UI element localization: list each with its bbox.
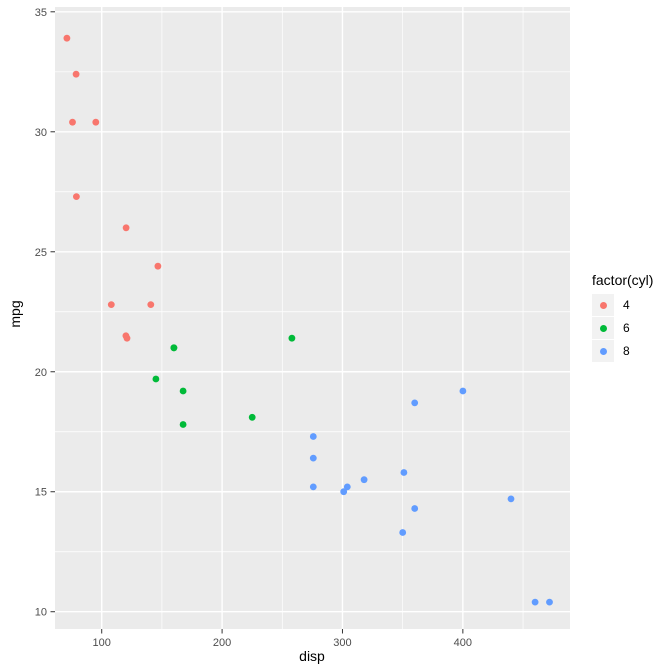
legend-dot-blue [599,347,607,355]
data-point-cyl-4 [92,118,100,126]
y-tick-label: 10 [35,607,47,619]
y-tick-label: 20 [35,367,47,379]
legend: factor(cyl) 4 6 8 [592,272,653,363]
data-point-cyl-4 [147,301,155,308]
data-point-cyl-8 [546,598,553,606]
x-axis-title: disp [299,648,325,664]
x-tick-label: 200 [213,637,231,649]
x-tick-label: 400 [454,637,472,649]
data-point-cyl-8 [507,495,515,503]
y-axis-title: mpg [7,300,23,328]
legend-key [592,317,614,339]
data-point-cyl-4 [72,70,80,78]
data-point-cyl-8 [360,476,368,484]
x-tick-label: 100 [93,637,111,649]
legend-title: factor(cyl) [592,272,654,288]
data-point-cyl-8 [340,488,348,496]
data-point-cyl-6 [170,344,178,352]
data-point-cyl-8 [459,387,467,395]
data-point-cyl-8 [411,399,419,407]
y-tick-label: 35 [35,7,47,19]
data-point-cyl-4 [73,193,80,201]
data-point-cyl-8 [309,483,317,491]
panel-background [55,7,570,629]
data-point-cyl-4 [122,224,130,232]
data-point-cyl-6 [179,387,187,395]
y-tick-label: 25 [35,247,47,259]
data-point-cyl-6 [288,334,296,342]
x-tick-label: 300 [333,637,351,649]
data-point-cyl-6 [248,413,256,421]
legend-dot-green [599,324,607,332]
data-point-cyl-8 [309,454,317,462]
data-point-cyl-6 [179,421,187,428]
y-tick-label: 15 [35,487,47,499]
legend-entry-4: 4 [592,294,653,316]
legend-label: 8 [623,344,630,358]
legend-key [592,340,614,362]
data-point-cyl-8 [400,469,408,476]
data-point-cyl-4 [123,334,131,342]
data-point-cyl-4 [154,262,162,270]
legend-label: 4 [623,298,630,312]
legend-dot-red [599,301,607,309]
data-point-cyl-8 [399,529,407,536]
legend-entry-8: 8 [592,340,653,362]
data-point-cyl-8 [411,505,419,512]
legend-label: 6 [623,321,630,335]
data-point-cyl-6 [152,375,160,383]
data-point-cyl-4 [107,301,115,308]
data-point-cyl-8 [309,433,317,440]
data-point-cyl-4 [63,34,71,42]
legend-key [592,294,614,316]
legend-entry-6: 6 [592,317,653,339]
y-tick-label: 30 [35,127,47,139]
data-point-cyl-4 [69,118,76,126]
data-point-cyl-8 [531,598,539,606]
data-point-cyl-8 [343,483,351,491]
